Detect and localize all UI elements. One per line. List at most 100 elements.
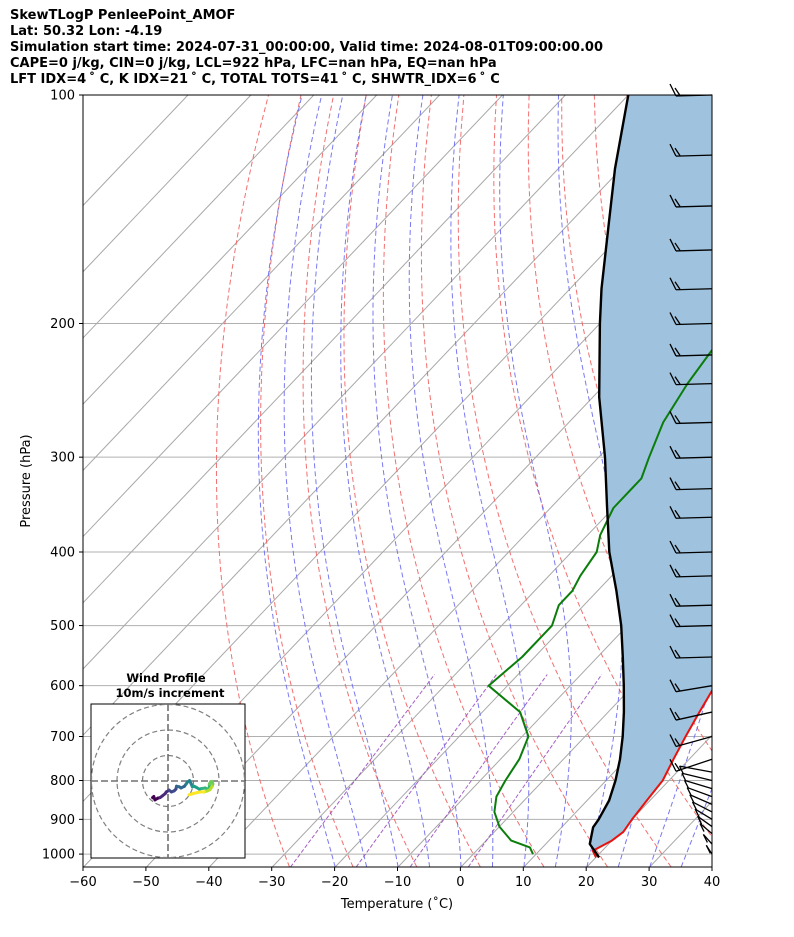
wind-barb (669, 83, 713, 97)
barb-flag (674, 597, 681, 607)
barb-flag (674, 738, 681, 747)
barb-staff (675, 421, 713, 425)
hodograph-rings (91, 704, 245, 858)
time-line: Simulation start time: 2024-07-31_00:00:… (10, 40, 603, 55)
isotherm (83, 95, 378, 405)
dry-adiabat (790, 95, 794, 867)
moist-adiabat (372, 95, 462, 867)
barb-flag (674, 618, 681, 627)
wind-barb (678, 765, 713, 775)
barb-flag (699, 823, 705, 832)
x-tick-label-9: 30 (641, 875, 658, 890)
moist-adiabat (408, 95, 494, 867)
barb-flag (674, 711, 681, 720)
y-axis-label: Pressure (hPa) (19, 434, 34, 527)
barb-staff (675, 656, 713, 659)
barb-flag (674, 762, 681, 772)
x-tick-label-8: 20 (578, 875, 595, 890)
wind-barb (705, 844, 713, 855)
moist-adiabat (557, 95, 623, 867)
barb-staff (692, 801, 713, 813)
barb-flag (683, 780, 690, 789)
barb-staff (675, 685, 713, 693)
isotherm (397, 535, 712, 867)
wind-barb (699, 823, 713, 835)
wind-barb (669, 277, 713, 291)
barb-flag (691, 801, 698, 811)
wind-barb (669, 734, 713, 748)
wind-barb (681, 772, 713, 782)
hodograph-subtitle: 10m/s increment (116, 686, 225, 700)
barb-flag (674, 281, 681, 290)
x-tick-label-4: −20 (321, 875, 348, 890)
barb-staff (681, 772, 713, 782)
hodograph-trace-segment (187, 792, 195, 797)
barb-flag (669, 411, 677, 424)
barb-staff (675, 487, 713, 491)
barb-flag (669, 614, 677, 627)
barb-flag (669, 445, 677, 459)
wind-barb (669, 411, 713, 425)
dry-adiabat (343, 95, 481, 867)
barb-flag (674, 509, 681, 519)
dry-adiabat (757, 95, 794, 867)
barb-staff (675, 249, 713, 252)
moist-adiabat (257, 95, 336, 867)
barb-flag (669, 194, 677, 208)
barb-flag (674, 683, 681, 692)
wind-barb (689, 794, 713, 805)
wind-barb (669, 505, 713, 519)
x-tick-label-6: 0 (456, 875, 464, 890)
barb-staff (675, 516, 713, 519)
wind-barb (683, 779, 713, 790)
wind-barb (669, 477, 713, 491)
barb-flag (674, 449, 681, 459)
barb-flag (669, 238, 677, 252)
isotherm (83, 95, 252, 273)
x-tick-label-1: −50 (132, 875, 159, 890)
barb-staff (699, 823, 713, 835)
barb-flag (674, 481, 681, 490)
isotherm (83, 95, 440, 472)
wind-barb (697, 815, 713, 828)
wind-barb (669, 372, 713, 386)
barb-flag (674, 415, 681, 424)
barb-flag (674, 198, 681, 207)
barb-flag (674, 147, 681, 156)
barb-flag (678, 765, 685, 775)
barb-flag (669, 593, 677, 607)
barb-flag (674, 87, 681, 96)
barb-flag (669, 540, 677, 554)
barb-flag (705, 845, 711, 854)
barb-staff (675, 551, 713, 554)
cin-shading (589, 95, 712, 858)
wind-barb (669, 238, 713, 252)
moist-adiabat (283, 95, 368, 867)
wind-barb (669, 707, 713, 721)
isotherm (83, 95, 315, 339)
barb-flag (702, 834, 708, 843)
y-tick-label-900: 900 (50, 813, 75, 828)
barb-flag (669, 143, 677, 157)
x-tick-label-3: −30 (258, 875, 285, 890)
mixing-ratio-line (409, 674, 548, 867)
x-tick-label-2: −40 (195, 875, 222, 890)
wind-barb (669, 143, 713, 157)
profile-lines (487, 95, 712, 859)
wind-barb (669, 645, 713, 659)
barb-staff (675, 288, 713, 291)
wind-barb (669, 679, 713, 693)
barb-flag (669, 312, 677, 325)
barb-staff (675, 154, 713, 157)
barb-flag (669, 505, 677, 519)
mixing-ratio-line (290, 674, 435, 867)
wind-barb (702, 833, 713, 845)
moist-adiabat (713, 95, 794, 867)
barb-flag (669, 707, 677, 721)
x-tick-label-5: −10 (384, 875, 411, 890)
dry-adiabat (493, 95, 712, 838)
barb-staff (684, 779, 713, 790)
wind-barb (669, 593, 713, 607)
